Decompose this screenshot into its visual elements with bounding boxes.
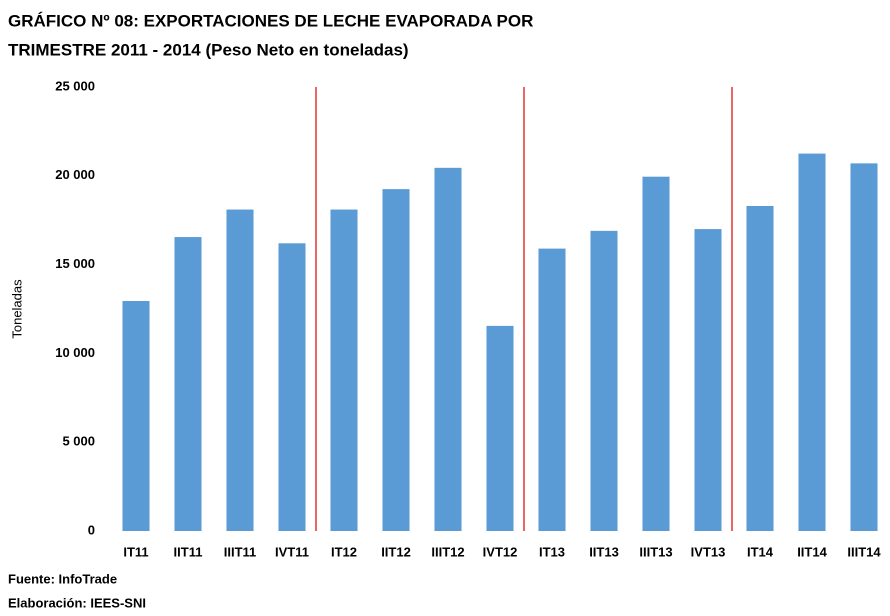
x-tick-label: IVT12 [483,544,518,559]
x-tick-label: IT11 [123,544,148,559]
bar [226,209,254,531]
bar [122,301,150,531]
chart-title: TRIMESTRE 2011 - 2014 (Peso Neto en tone… [8,40,409,59]
x-tick-label: IVT11 [275,544,309,559]
bar [278,243,306,531]
y-axis-label: Toneladas [9,279,24,339]
y-tick-label: 20 000 [55,167,95,182]
x-tick-label: IIT14 [797,544,827,559]
x-tick-label: IIT12 [381,544,411,559]
x-tick-label: IIIT12 [431,544,464,559]
bar [746,205,774,531]
bar [486,325,514,531]
y-tick-label: 5 000 [62,434,95,449]
chart-title: GRÁFICO Nº 08: EXPORTACIONES DE LECHE EV… [8,11,533,30]
bar [850,163,878,532]
x-tick-label: IIIT14 [847,544,881,559]
bar [694,229,722,531]
bar [538,248,566,531]
y-tick-label: 15 000 [55,256,95,271]
bar [434,167,462,532]
bar [382,189,410,531]
bar [330,209,358,531]
x-tick-label: IT13 [539,544,565,559]
x-tick-label: IIT11 [174,544,203,559]
bar [798,153,826,531]
x-tick-label: IIT13 [589,544,619,559]
bar [590,230,618,531]
bar [642,176,670,532]
y-tick-label: 0 [88,522,95,537]
x-tick-label: IVT13 [691,544,726,559]
source: Fuente: InfoTrade [8,571,117,586]
x-tick-label: IIIT13 [639,544,672,559]
x-tick-label: IIIT11 [224,544,257,559]
y-tick-label: 25 000 [55,78,95,93]
bar [174,237,202,531]
credit: Elaboración: IEES-SNI [8,595,146,610]
x-tick-label: IT14 [747,544,774,559]
y-tick-label: 10 000 [55,345,95,360]
x-tick-label: IT12 [331,544,357,559]
